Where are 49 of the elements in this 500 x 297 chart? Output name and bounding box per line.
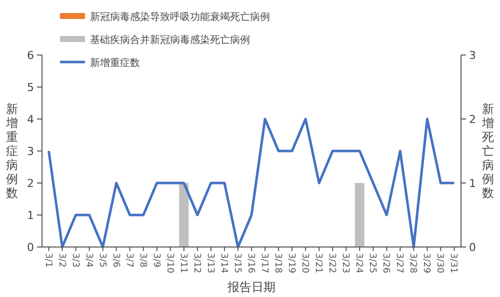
y2-axis-title: 新增死亡病例数 — [481, 102, 494, 200]
y-tick-label: 6 — [27, 49, 34, 62]
x-tick-label: 3/4 — [83, 253, 94, 268]
x-tick-label: 3/30 — [434, 253, 445, 274]
x-tick-label: 3/27 — [394, 253, 404, 274]
x-tick-label: 3/14 — [218, 253, 228, 274]
x-tick-label: 3/1 — [42, 253, 53, 268]
y-tick-label: 3 — [27, 145, 34, 158]
x-tick-label: 3/21 — [313, 253, 324, 274]
x-tick-label: 3/2 — [56, 253, 66, 268]
x-tick-label: 3/17 — [259, 253, 270, 274]
y2-tick-label: 2 — [469, 113, 476, 126]
x-tick-label: 3/23 — [340, 253, 350, 274]
y2-tick-label: 0 — [469, 241, 476, 254]
x-axis-title: 报告日期 — [226, 280, 276, 294]
x-tick-label: 3/12 — [191, 253, 202, 274]
x-tick-label: 3/20 — [300, 253, 310, 274]
y2-tick-label: 3 — [469, 49, 476, 62]
legend-label: 新冠病毒感染导致呼吸功能衰竭死亡病例 — [90, 11, 270, 23]
legend-label: 新增重症数 — [90, 57, 140, 69]
x-tick-label: 3/5 — [96, 253, 107, 268]
x-tick-label: 3/8 — [137, 253, 148, 268]
x-tick-label: 3/9 — [150, 253, 161, 268]
y-tick-label: 5 — [27, 81, 34, 94]
x-tick-label: 3/25 — [367, 253, 378, 274]
x-tick-label: 3/11 — [178, 253, 188, 274]
x-tick-label: 3/3 — [70, 253, 80, 268]
x-tick-label: 3/19 — [286, 253, 296, 274]
x-tick-label: 3/31 — [448, 253, 458, 274]
x-tick-label: 3/15 — [232, 253, 242, 274]
legend-label: 基础疾病合并新冠病毒感染死亡病例 — [90, 34, 250, 46]
y-tick-label: 0 — [27, 241, 34, 254]
line-series — [48, 118, 456, 248]
x-tick-label: 3/13 — [204, 253, 215, 274]
y-tick-label: 1 — [27, 209, 34, 222]
y-tick-label: 4 — [27, 113, 34, 126]
y2-tick-label: 1 — [469, 177, 476, 190]
x-tick-label: 3/7 — [124, 253, 134, 268]
x-tick-label: 3/26 — [380, 253, 391, 274]
x-tick-label: 3/24 — [354, 253, 364, 274]
x-tick-label: 3/6 — [110, 253, 120, 268]
x-tick-label: 3/16 — [246, 253, 256, 274]
x-tick-label: 3/18 — [272, 253, 283, 274]
y-axis-title: 新增重症病例数 — [5, 102, 18, 200]
x-tick-label: 3/28 — [408, 253, 418, 274]
x-tick-label: 3/29 — [421, 253, 432, 274]
x-tick-label: 3/22 — [326, 253, 337, 274]
x-tick-label: 3/10 — [164, 253, 174, 274]
y-tick-label: 2 — [27, 177, 34, 190]
